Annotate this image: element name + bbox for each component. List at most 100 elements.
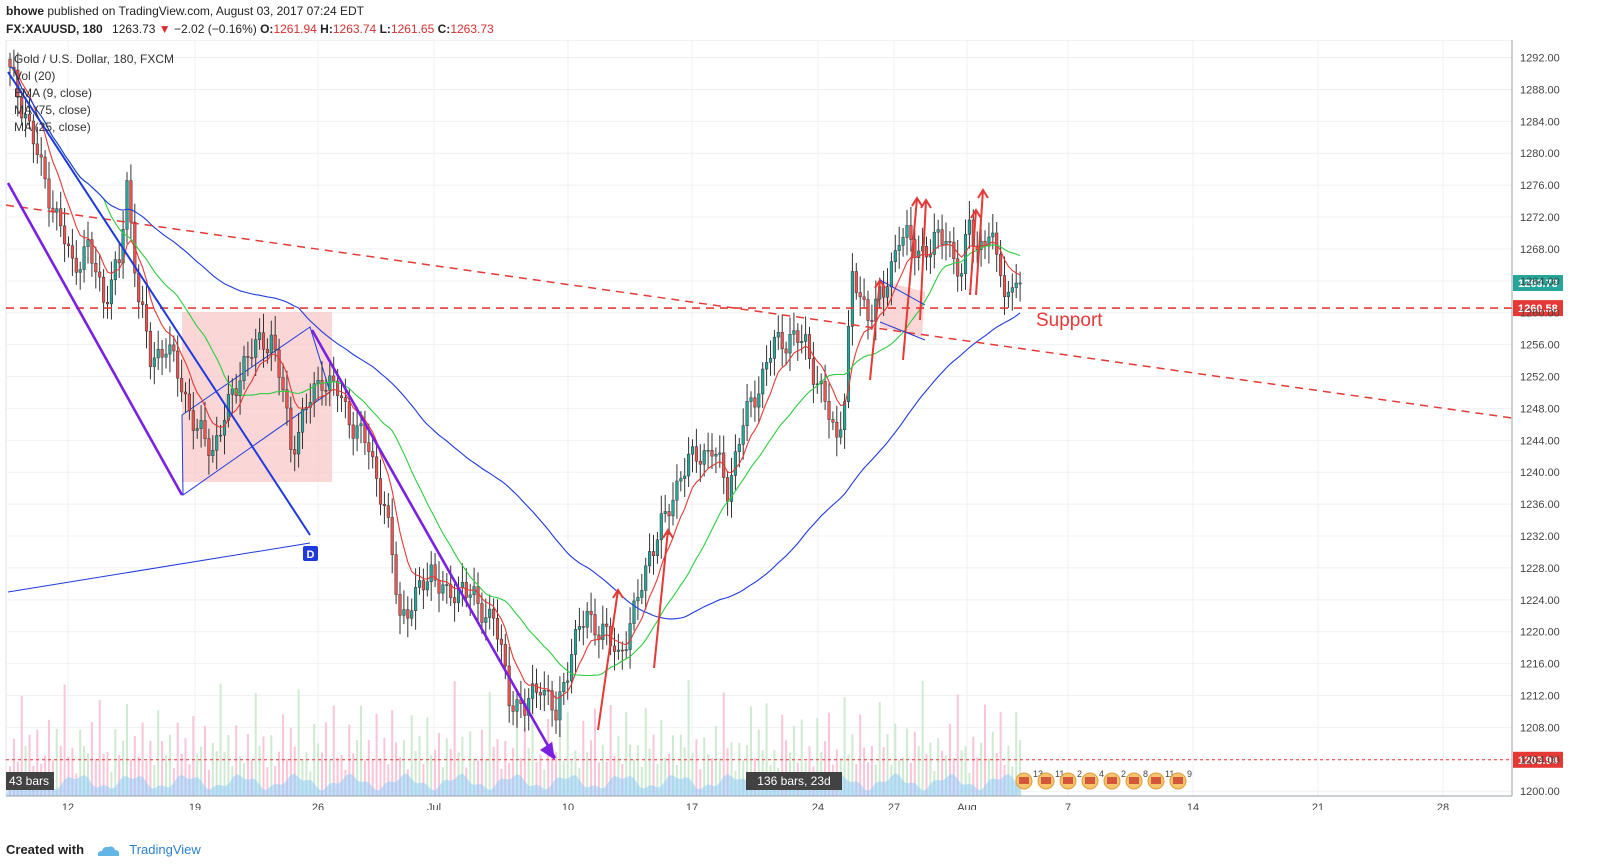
candle-body (648, 551, 652, 567)
highlight-box (182, 312, 332, 482)
candle-body (534, 683, 539, 693)
price-chart[interactable]: Support D 1263.73 1260.58 1203.94 43 bars 136 … (0, 40, 1597, 810)
candle-body (714, 453, 718, 457)
candle-body (718, 452, 722, 455)
candle-body (542, 689, 546, 696)
candle-body (328, 375, 332, 391)
volume-bar (656, 764, 659, 796)
tradingview-brand[interactable]: TradingView (129, 842, 201, 857)
y-tick-label: 1264.00 (1520, 276, 1560, 288)
candle-body (651, 551, 656, 556)
volume-bar (449, 748, 452, 796)
bars-left-box (6, 772, 54, 790)
candle-body (757, 393, 761, 408)
volume-bar (664, 757, 667, 796)
volume-bar (781, 714, 784, 796)
flag-icon (1151, 777, 1161, 784)
volume-bar (305, 752, 308, 796)
candle-body (960, 273, 964, 277)
volume-bar (149, 740, 152, 796)
candle-body (24, 114, 28, 119)
volume-bar (324, 722, 327, 796)
axes: 1200.00 1204.00 1208.00 1212.00 1216.00 1220.… (6, 40, 1560, 810)
volume-bar (410, 715, 413, 796)
open-label: O: (260, 22, 274, 36)
candle-body (675, 480, 679, 501)
candle-body (858, 292, 862, 298)
volume-bar (987, 758, 990, 796)
candle-body (141, 301, 145, 305)
volume-bar (168, 734, 171, 796)
volume-bar (153, 764, 156, 796)
candle-body (261, 332, 266, 350)
candle-body (729, 475, 734, 502)
candle-body (281, 377, 285, 390)
candle-body (1014, 282, 1018, 288)
volume-bar (375, 713, 378, 796)
legend-ma25[interactable]: MA (25, close) (14, 120, 91, 134)
volume-bar (457, 752, 460, 796)
legend-ma75[interactable]: MA (75, close) (14, 103, 91, 117)
volume-bar (672, 735, 674, 796)
candle-body (702, 450, 706, 465)
candle-body (612, 645, 617, 652)
legend-ema[interactable]: EMA (9, close) (14, 86, 93, 100)
publisher-name[interactable]: bhowe (6, 4, 44, 18)
publisher-line: bhowe published on TradingView.com, Augu… (6, 4, 364, 18)
volume-bar (340, 754, 343, 796)
event-count: 13 (1033, 769, 1043, 779)
candle-body (285, 389, 289, 409)
candle-body (1010, 287, 1014, 293)
candle-body (694, 446, 698, 462)
candle-body (441, 584, 445, 594)
candle-body (772, 336, 776, 359)
candle-body (679, 478, 683, 482)
candle-body (499, 638, 503, 645)
volume-bar (165, 755, 167, 796)
candle-body (917, 250, 921, 258)
volume-bar (422, 764, 425, 796)
volume-bar (438, 732, 440, 796)
candle-body (320, 380, 324, 391)
candle-body (1006, 291, 1010, 298)
volume-bar (937, 738, 940, 796)
legend-vol[interactable]: Vol (20) (14, 69, 56, 83)
flag-bottom (879, 321, 926, 341)
candle-body (948, 241, 952, 243)
volume-bar (539, 754, 542, 796)
candle-body (300, 409, 305, 433)
candle-body (476, 586, 480, 604)
flag-icon (1063, 777, 1073, 784)
candle-body (27, 114, 32, 122)
candle-body (351, 424, 355, 439)
candle-body (659, 513, 663, 541)
candle-body (843, 401, 847, 430)
candle-body (347, 401, 351, 426)
candle-body (246, 356, 250, 358)
red-arrow-head (662, 528, 674, 539)
candle-body (82, 246, 86, 270)
volume-bar (808, 746, 811, 796)
volume-bar (461, 736, 464, 796)
volume-bar (636, 745, 639, 796)
volume-bar (543, 769, 546, 796)
candle-body (636, 597, 640, 602)
indicator-lines (9, 66, 1021, 700)
candle-body (207, 438, 211, 456)
candle-body (905, 225, 909, 238)
candle-body (690, 446, 695, 455)
candle-body (827, 401, 831, 420)
volume-bar (301, 759, 304, 796)
candle-body (515, 699, 519, 712)
candle-body (152, 357, 156, 367)
candle-body (371, 451, 375, 458)
indicator-ma75 (9, 66, 1021, 620)
candle-body (503, 644, 507, 667)
bars-range-label: 136 bars, 23d (757, 774, 830, 788)
candle-body (581, 626, 585, 628)
red-arrow-head (977, 188, 989, 199)
price-label-box (1513, 274, 1563, 291)
symbol-line: FX:XAUUSD, 180 1263.73 ▼ −2.02 (−0.16%) … (6, 22, 494, 36)
candle-body (889, 261, 893, 287)
x-tick-label: 21 (1312, 802, 1324, 810)
